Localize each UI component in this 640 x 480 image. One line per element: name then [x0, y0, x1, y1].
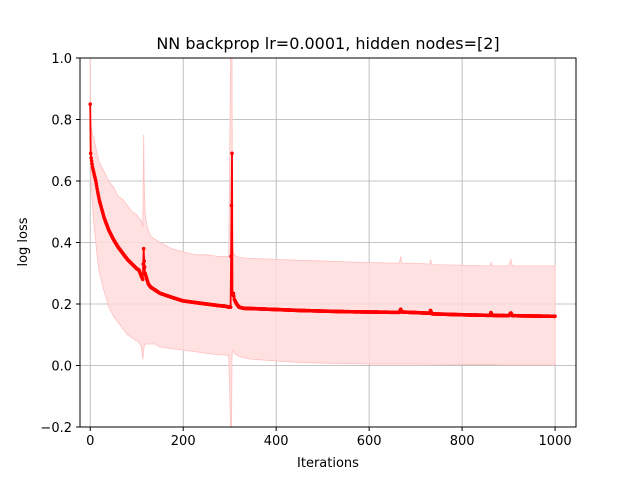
data-point: [553, 314, 557, 319]
y-tick-label: 1.0: [51, 52, 72, 67]
data-point: [228, 305, 233, 309]
x-axis-title: Iterations: [297, 456, 359, 471]
data-point: [95, 187, 99, 191]
data-point: [230, 151, 234, 156]
y-tick-label: 0.4: [51, 237, 72, 252]
data-point: [90, 162, 94, 166]
y-tick-label: −0.2: [40, 421, 72, 436]
y-axis-title: log loss: [16, 217, 31, 266]
data-point: [229, 203, 234, 208]
x-tick-label: 1000: [539, 434, 572, 449]
x-tick-label: 800: [450, 434, 475, 449]
data-point: [142, 259, 146, 263]
data-point: [94, 181, 99, 186]
x-tick-label: 200: [171, 434, 196, 449]
data-point: [141, 262, 146, 266]
data-point: [140, 277, 145, 282]
x-tick-label: 0: [86, 434, 94, 449]
chart-title: NN backprop lr=0.0001, hidden nodes=[2]: [156, 34, 499, 53]
y-tick-label: 0.2: [51, 298, 72, 313]
y-tick-label: 0.0: [51, 360, 72, 375]
data-point: [94, 179, 98, 183]
data-point: [88, 151, 93, 156]
data-point: [94, 184, 99, 189]
data-point: [89, 156, 93, 160]
data-point: [89, 159, 94, 163]
y-tick-label: 0.6: [51, 175, 72, 190]
y-tick-label: 0.8: [51, 114, 72, 129]
data-point: [141, 246, 146, 251]
x-tick-label: 600: [357, 434, 382, 449]
data-point: [142, 265, 147, 269]
data-point: [231, 291, 236, 296]
x-tick-label: 400: [264, 434, 289, 449]
data-point: [232, 294, 236, 299]
data-point: [229, 254, 233, 259]
plot-area: 0 200 400 600 800 1000 −0.2 0.0 0.2 0.4 0.6 0.8 1.0: [40, 52, 577, 449]
data-point: [88, 102, 93, 106]
